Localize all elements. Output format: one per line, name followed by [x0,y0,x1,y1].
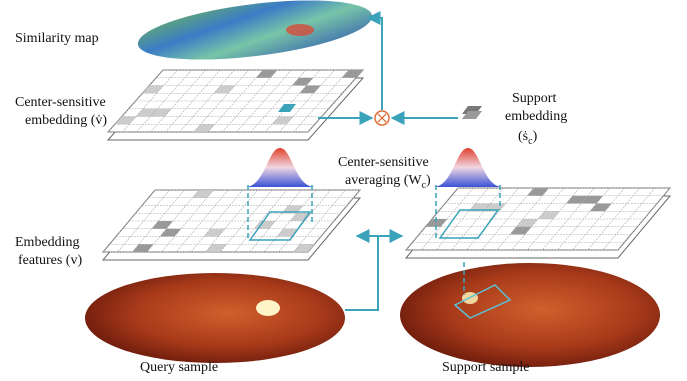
gaussian [433,148,503,187]
gaussian [245,148,315,187]
label: embedding [505,109,567,124]
label: Similarity map [15,31,99,46]
support-fundus [400,263,660,367]
label: (ṡc) [518,129,538,147]
label: averaging (Wc) [345,173,431,191]
label: Center-sensitive [15,95,106,110]
label: features (v) [18,253,82,268]
similarity-map [135,0,376,70]
map-hotspot [286,24,314,36]
label-part: ) [426,173,431,188]
label-part: ) [533,129,538,144]
label: embedding (v̇) [25,113,107,128]
optic-disc [256,300,280,316]
label: Center-sensitive [338,155,429,170]
label: Support [512,91,556,106]
label: Query sample [140,360,218,375]
label: Support sample [442,360,530,375]
diagram: Similarity map Center-sensitive embeddin… [0,0,687,381]
label-part: (ṡ [518,129,528,144]
label: Embedding [15,235,80,250]
label-part: averaging (W [345,173,422,188]
query-fundus [85,273,345,363]
